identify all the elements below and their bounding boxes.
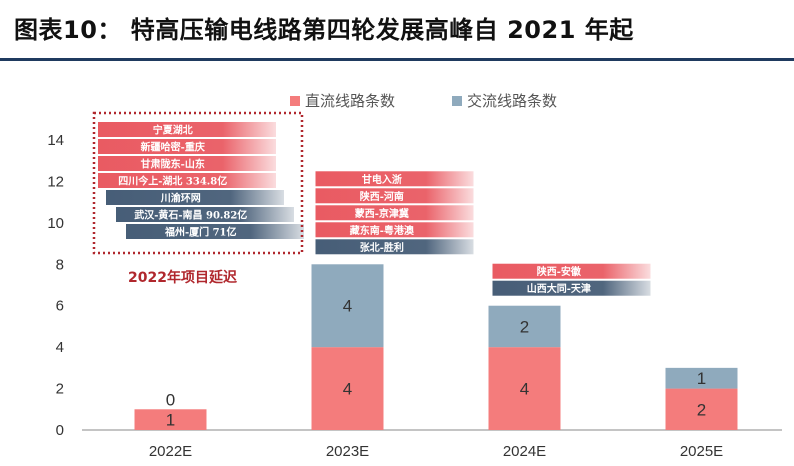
project-ribbon-ac <box>106 190 284 205</box>
x-axis-ticks: 2022E 2023E 2024E 2025E <box>149 443 723 460</box>
project-ribbon-dc <box>98 139 276 154</box>
project-label: 山西大同-天津 <box>527 282 591 295</box>
y-tick-label: 4 <box>56 339 64 356</box>
project-label: 四川今上-湖北 334.8亿 <box>118 175 227 188</box>
project-label: 新疆哈密-重庆 <box>141 141 205 154</box>
x-tick-label: 2023E <box>326 443 369 460</box>
bar-ac-2023E <box>311 264 384 348</box>
legend-swatch-dc <box>290 96 300 106</box>
project-ribbon-ac <box>126 224 304 239</box>
project-label: 藏东南-粤港澳 <box>350 224 415 237</box>
bars: 1 0 4 4 4 2 2 1 <box>134 264 738 430</box>
data-label-ac: 4 <box>343 297 352 316</box>
project-ribbon-ac <box>116 207 294 222</box>
data-label-ac: 2 <box>520 317 529 336</box>
data-label-dc: 4 <box>343 380 352 399</box>
x-tick-label: 2024E <box>503 443 546 460</box>
project-ribbon-dc <box>98 173 276 188</box>
y-tick-label: 0 <box>56 422 64 439</box>
project-label: 武汉-黄石-南昌 90.82亿 <box>134 209 247 222</box>
project-label: 陕西-安徽 <box>537 265 582 278</box>
project-ribbon-dc <box>98 122 276 137</box>
project-ribbon-dc <box>315 188 474 204</box>
x-tick-label: 2022E <box>149 443 192 460</box>
project-ribbon-dc <box>315 171 474 187</box>
data-label-dc: 1 <box>166 411 175 430</box>
bar-ac-2025E <box>665 367 738 389</box>
legend-label-ac: 交流线路条数 <box>467 92 557 110</box>
bar-ac-2024E <box>488 305 561 348</box>
project-label: 川渝环网 <box>160 192 201 205</box>
project-label: 甘电入浙 <box>362 173 402 186</box>
project-ribbon-ac <box>315 239 474 255</box>
y-axis-ticks: 0 2 4 6 8 10 12 14 <box>47 132 64 439</box>
legend: 直流线路条数 交流线路条数 <box>290 92 557 110</box>
title-divider <box>0 58 794 61</box>
project-label: 福州-厦门 71亿 <box>164 226 237 239</box>
project-ribbon-dc <box>315 222 474 238</box>
project-label: 宁夏湖北 <box>153 124 193 137</box>
project-label: 甘肃陇东-山东 <box>141 158 205 171</box>
bar-dc-2022E <box>134 409 207 430</box>
delay-annotation: 2022年项目延迟 <box>92 111 304 286</box>
bar-dc-2024E <box>488 347 561 430</box>
data-label-dc: 2 <box>697 400 706 419</box>
project-label: 蒙西-京津冀 <box>355 207 409 220</box>
legend-label-dc: 直流线路条数 <box>305 92 395 110</box>
y-tick-label: 2 <box>56 381 64 398</box>
y-tick-label: 6 <box>56 298 64 315</box>
y-tick-label: 12 <box>47 173 64 190</box>
y-tick-label: 10 <box>47 215 64 232</box>
y-tick-label: 8 <box>56 256 64 273</box>
y-tick-label: 14 <box>47 132 64 149</box>
data-label-ac: 0 <box>166 390 175 409</box>
data-label-dc: 4 <box>520 380 529 399</box>
data-label-ac: 1 <box>697 369 706 388</box>
project-ribbon-ac <box>492 280 651 296</box>
delay-box <box>92 111 304 255</box>
project-ribbon-dc <box>98 156 276 171</box>
chart-title: 图表10： 特高压输电线路第四轮发展高峰自 2021 年起 <box>14 16 634 44</box>
project-ribbon-dc <box>315 205 474 221</box>
bar-dc-2023E <box>311 347 384 430</box>
delay-note: 2022年项目延迟 <box>128 269 237 286</box>
project-label: 陕西-河南 <box>360 190 404 203</box>
project-label: 张北-胜利 <box>360 241 404 254</box>
bar-dc-2025E <box>665 388 738 430</box>
legend-swatch-ac <box>452 96 462 106</box>
x-tick-label: 2025E <box>680 443 723 460</box>
project-ribbon-dc <box>492 263 651 279</box>
